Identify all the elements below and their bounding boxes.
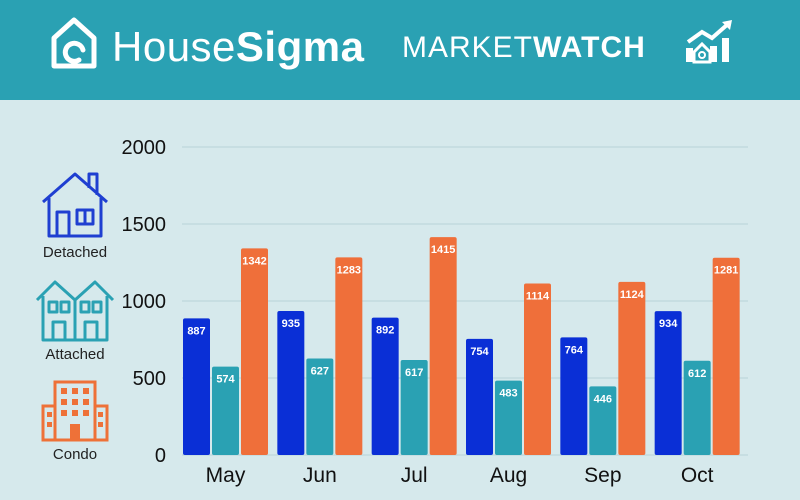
trending-house-chart-icon <box>686 20 732 64</box>
bar <box>400 359 428 455</box>
data-label: 935 <box>282 318 300 330</box>
bar <box>335 257 363 455</box>
data-label: 887 <box>187 325 205 337</box>
x-tick-label: Jul <box>401 464 428 487</box>
brand-name-regular: House <box>112 23 236 70</box>
x-tick-label: May <box>206 464 246 487</box>
bar <box>371 317 399 455</box>
legend-item-condo: Condo <box>20 378 130 463</box>
marketwatch-title: MARKETWATCH <box>402 30 646 66</box>
y-tick-label: 2000 <box>122 137 167 159</box>
bar <box>429 237 457 455</box>
data-label: 1114 <box>526 290 550 302</box>
bar <box>654 311 682 455</box>
data-label: 1124 <box>620 289 645 301</box>
bar <box>241 248 268 455</box>
x-tick-label: Sep <box>584 464 621 487</box>
data-label: 934 <box>659 318 678 330</box>
bar <box>466 338 493 455</box>
data-label: 574 <box>216 374 235 386</box>
bar <box>277 311 305 455</box>
data-label: 627 <box>311 365 329 377</box>
x-tick-label: Aug <box>490 464 527 487</box>
data-label: 612 <box>688 368 706 380</box>
data-label: 1281 <box>714 265 738 277</box>
y-tick-label: 500 <box>133 368 166 390</box>
condo-building-icon <box>41 380 109 442</box>
header-bar: HouseSigma MARKETWATCH <box>0 0 800 100</box>
marketwatch-bold: WATCH <box>533 31 646 64</box>
bar <box>618 281 646 455</box>
bar-chart: 0 500 1000 1500 2000 887 574 1342 May 935 627 1283 J… <box>122 137 748 487</box>
bar <box>495 380 522 455</box>
bar <box>212 366 239 455</box>
y-tick-label: 1000 <box>122 291 167 313</box>
attached-house-icon <box>35 280 115 342</box>
brand-name-bold: Sigma <box>235 23 365 70</box>
x-tick-label: Oct <box>681 464 714 487</box>
legend-item-detached: Detached <box>20 168 130 261</box>
detached-house-icon <box>42 172 108 238</box>
brand-name: HouseSigma <box>112 22 364 72</box>
y-tick-label: 0 <box>155 445 166 467</box>
data-label: 446 <box>594 393 612 405</box>
y-tick-label: 1500 <box>122 214 167 236</box>
bar <box>306 358 334 455</box>
bar <box>560 337 588 455</box>
data-label: 483 <box>499 388 517 400</box>
legend-label-attached: Attached <box>45 346 105 363</box>
legend-label-condo: Condo <box>52 446 98 463</box>
legend-label-detached: Detached <box>42 244 108 261</box>
data-label: 1415 <box>431 244 455 256</box>
legend-item-attached: Attached <box>20 278 130 363</box>
bar <box>183 318 210 455</box>
bar <box>589 386 617 455</box>
bar <box>712 257 740 455</box>
data-label: 892 <box>376 325 394 337</box>
data-label: 1283 <box>337 264 361 276</box>
bar <box>683 360 711 455</box>
marketwatch-regular: MARKET <box>402 31 534 64</box>
data-label: 1342 <box>242 255 266 267</box>
data-label: 617 <box>405 367 423 379</box>
data-label: 754 <box>470 346 489 358</box>
bar <box>524 283 551 455</box>
data-label: 764 <box>565 344 584 356</box>
housesigma-logo-icon <box>51 17 97 69</box>
x-tick-label: Jun <box>303 464 337 487</box>
